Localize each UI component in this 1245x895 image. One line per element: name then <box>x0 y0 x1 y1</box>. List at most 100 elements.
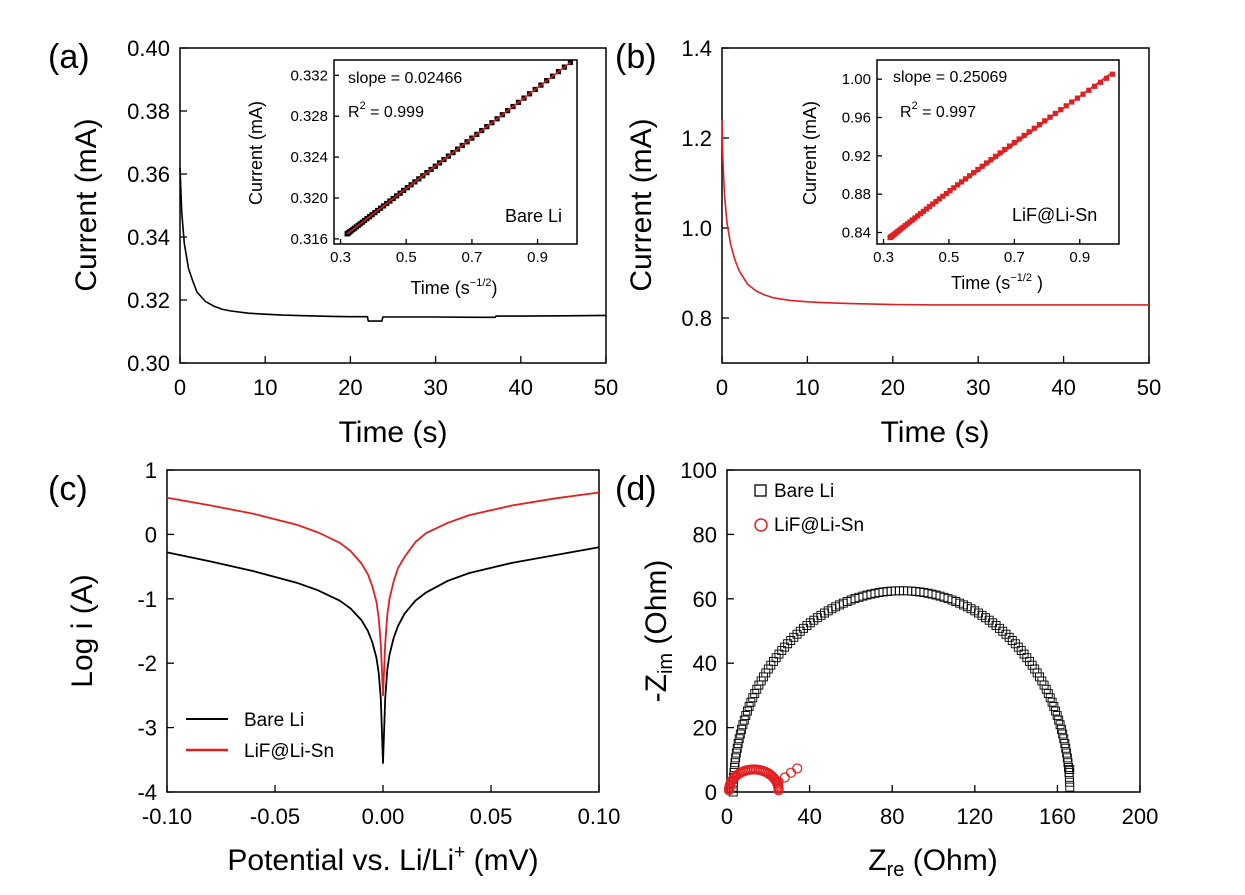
panel-d-point-bare-li <box>1063 758 1073 768</box>
panel-b-inset-point <box>962 176 969 182</box>
panel-b-label: (b) <box>615 38 657 76</box>
panel-b-ytick-label: 1.4 <box>681 36 712 61</box>
panel-a-inset-ytick-label: 0.316 <box>290 231 328 248</box>
panel-b-r2-sup: 2 <box>912 100 918 112</box>
panel-a-xtick-label: 20 <box>338 375 362 400</box>
panel-d-label: (d) <box>615 470 657 508</box>
panel-b-inset-xtick-label: 0.9 <box>1069 249 1090 266</box>
panel-d-point-bare-li <box>738 720 748 730</box>
panel-a-series <box>179 167 607 322</box>
panel-d-point-bare-li <box>1064 767 1074 777</box>
panel-b-xtick-label: 40 <box>1051 375 1075 400</box>
panel-d-point-bare-li <box>1051 706 1061 716</box>
panel-a-ytick-label: 0.34 <box>127 225 170 250</box>
panel-a-inset: 0.3 0.5 0.7 0.9 0.316 0.320 0.324 0.328 0.332 sl… <box>246 59 578 298</box>
panel-d-point-bare-li <box>733 739 743 748</box>
panel-d-point-bare-li <box>1059 734 1069 744</box>
panel-a-inset-xtick-label: 0.3 <box>330 249 351 266</box>
panel-b-slope-text: slope = 0.25069 <box>893 69 1007 86</box>
panel-c-xlabel-sup: + <box>454 842 465 863</box>
panel-d-point-bare-li <box>1049 702 1059 712</box>
panel-c-ytick-label: -2 <box>137 651 157 676</box>
panel-a-inset-ticks: 0.3 0.5 0.7 0.9 0.316 0.320 0.324 0.328 0.332 <box>290 67 548 266</box>
panel-b-series <box>721 119 1149 306</box>
panel-a-ytick-label: 0.38 <box>127 99 170 124</box>
panel-a-label: (a) <box>48 38 90 76</box>
panel-d-point-bare-li <box>988 618 998 628</box>
panel-b-inset-point <box>1011 139 1017 146</box>
legend-lif-li-sn-label: LiF@Li-Sn <box>244 741 334 762</box>
panel-d-ytick-label: 0 <box>705 780 717 805</box>
panel-d-point-bare-li <box>1055 720 1065 730</box>
panel-a-inset-ytick-label: 0.320 <box>290 190 328 207</box>
panel-b-inset-ytick-label: 0.88 <box>842 186 871 203</box>
panel-d-point-bare-li <box>805 618 815 628</box>
panel-d-point-bare-li <box>1064 772 1074 782</box>
panel-b-inset-point <box>992 153 999 159</box>
panel-a-ytick-label: 0.32 <box>127 288 170 313</box>
panel-c: (c) -0.10 -0.05 0.00 0.05 0.10 -4 -3 -2 -1 0 1 Bar… <box>48 458 620 877</box>
panel-b-xtick-label: 10 <box>795 375 819 400</box>
legend-d-lif-li-sn-label: LiF@Li-Sn <box>774 515 864 536</box>
legend-bare-li-marker <box>754 484 767 497</box>
panel-d-point-bare-li <box>737 724 747 734</box>
panel-d-xlabel-end: (Ohm) <box>904 844 997 877</box>
panel-a-inset-point <box>567 59 574 66</box>
panel-a-inset-ytick-label: 0.324 <box>290 149 328 166</box>
panel-d-point-bare-li <box>731 753 741 763</box>
panel-d-point-bare-li <box>1065 765 1075 774</box>
panel-d-point-bare-li <box>742 706 752 716</box>
panel-b-inset-point <box>1097 79 1104 85</box>
panel-b-inset-point <box>997 150 1003 156</box>
panel-b-ticks: 0 10 20 30 40 50 0.8 1.0 1.2 1.4 <box>681 36 1161 400</box>
panel-d-point-bare-li <box>1062 748 1072 758</box>
panel-b-inset-ticks: 0.3 0.5 0.7 0.9 0.84 0.88 0.92 0.96 1.00 <box>842 71 1090 266</box>
panel-d-xtick-label: 120 <box>956 804 993 829</box>
panel-d-ytick-label: 80 <box>693 522 717 547</box>
panel-d-point-bare-li <box>730 758 740 768</box>
panel-b-xtick-label: 50 <box>1137 375 1161 400</box>
panel-a-inset-fit-line <box>346 61 571 235</box>
panel-a-r2-r: R <box>348 104 360 121</box>
panel-a-inset-xtick-label: 0.5 <box>396 249 417 266</box>
panel-d-point-bare-li <box>734 734 744 744</box>
panel-a-ylabel: Current (mA) <box>70 118 103 291</box>
panel-d-ytick-label: 40 <box>693 651 717 676</box>
panel-b-inset-point <box>966 173 973 179</box>
panel-b-series-lif-li-sn <box>721 119 1149 306</box>
panel-c-xtick-label: 0.00 <box>362 804 405 829</box>
panel-b-inset-xlabel-sup: −1/2 <box>1010 272 1032 284</box>
panel-b-inset-point <box>979 163 985 169</box>
panel-b-inset-point <box>1006 143 1013 149</box>
panel-d-point-bare-li <box>1054 715 1064 725</box>
panel-d-point-bare-li <box>735 729 745 739</box>
panel-b-inset-point <box>1103 75 1110 81</box>
panel-a-inset-ytick-label: 0.332 <box>290 67 328 84</box>
panel-b-ytick-label: 0.8 <box>681 306 712 331</box>
panel-d-point-bare-li <box>1001 629 1011 639</box>
panel-b-xtick-label: 20 <box>881 375 905 400</box>
panel-d-point-bare-li <box>1061 743 1071 753</box>
panel-c-ytick-label: 1 <box>145 458 157 483</box>
panel-a-xtick-label: 30 <box>423 375 447 400</box>
panel-b-inset-point <box>954 182 961 188</box>
panel-b-inset-point <box>958 179 965 185</box>
panel-b-inset-xtick-label: 0.5 <box>939 249 960 266</box>
panel-a-inset-ylabel: Current (mA) <box>246 101 266 205</box>
panel-b-inset-frame <box>876 59 1120 245</box>
panel-a-inset-ytick-label: 0.328 <box>290 108 328 125</box>
panel-b-inset-ylabel: Current (mA) <box>800 101 820 205</box>
panel-a-inset-xtick-label: 0.9 <box>527 249 548 266</box>
legend-bare-li-label: Bare Li <box>244 710 304 731</box>
panel-a-r2-sup: 2 <box>360 100 366 112</box>
panel-b-xtick-label: 30 <box>966 375 990 400</box>
panel-b-frame <box>721 47 1150 364</box>
panel-d-point-bare-li <box>1060 739 1070 748</box>
panel-b-inset-point <box>951 185 957 191</box>
panel-d-ytick-label: 20 <box>693 716 717 741</box>
panel-c-xtick-label: 0.05 <box>470 804 513 829</box>
panel-d-xtick-label: 0 <box>721 804 733 829</box>
panel-d-point-bare-li <box>731 748 741 758</box>
panel-b-inset-point <box>1031 125 1037 131</box>
